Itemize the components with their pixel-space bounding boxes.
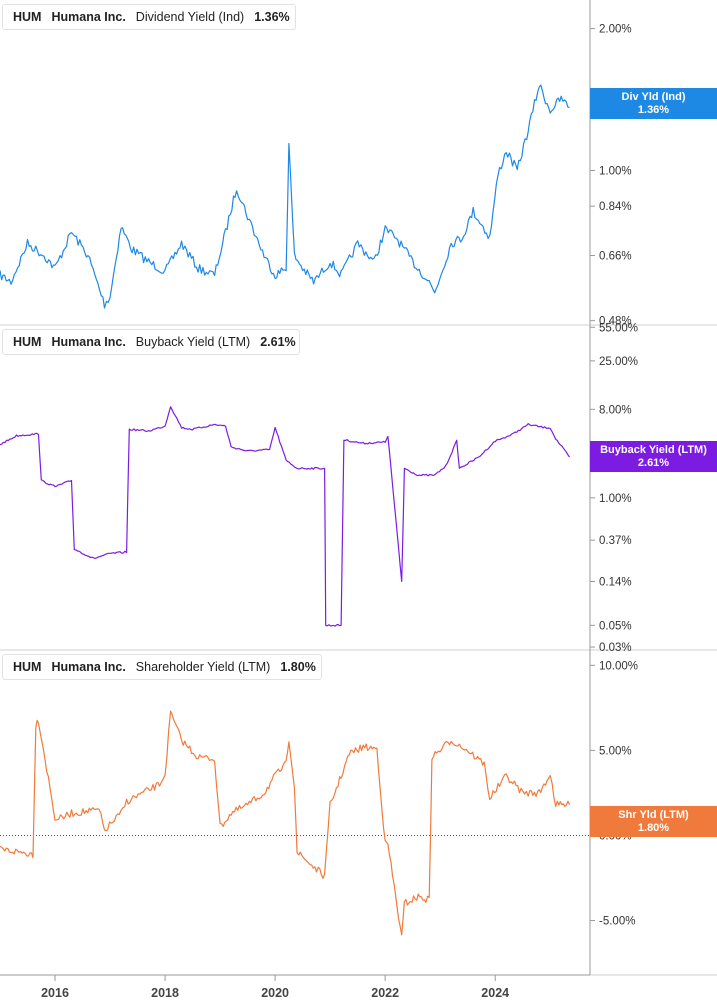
x-tick-label: 2024 bbox=[481, 986, 509, 1000]
y-tick-label: 1.00% bbox=[599, 165, 632, 177]
legend-company: Humana Inc. bbox=[51, 10, 126, 24]
x-tick-label: 2022 bbox=[371, 986, 399, 1000]
legend-metric: Shareholder Yield (LTM) bbox=[135, 660, 271, 674]
y-tick-label: 5.00% bbox=[599, 745, 632, 757]
legend-value: 1.36% bbox=[254, 10, 290, 24]
legend-value: 2.61% bbox=[260, 335, 296, 349]
legend-value: 1.80% bbox=[280, 660, 316, 674]
y-tick-label: 0.37% bbox=[599, 535, 632, 547]
y-tick-label: 25.00% bbox=[599, 356, 638, 368]
y-tick-label: 0.66% bbox=[599, 251, 632, 263]
flag-label: Shr Yld (LTM) bbox=[618, 809, 689, 821]
y-tick-label: -5.00% bbox=[599, 916, 635, 928]
legend-metric: Buyback Yield (LTM) bbox=[135, 335, 251, 349]
legend-metric: Dividend Yield (Ind) bbox=[135, 10, 245, 24]
y-tick-label: 2.00% bbox=[599, 24, 632, 36]
flag-label: Div Yld (Ind) bbox=[621, 91, 686, 103]
legend-symbol: HUM bbox=[13, 10, 42, 24]
legend-symbol: HUM bbox=[13, 660, 42, 674]
legend-shareholder-yield[interactable]: HUM Humana Inc. Shareholder Yield (LTM) … bbox=[2, 654, 322, 680]
last-value-flag-buyback: Buyback Yield (LTM) 2.61% bbox=[590, 441, 717, 472]
legend-dividend-yield[interactable]: HUM Humana Inc. Dividend Yield (Ind) 1.3… bbox=[2, 4, 296, 30]
flag-value: 1.80% bbox=[637, 821, 670, 834]
last-value-flag-shareholder: Shr Yld (LTM) 1.80% bbox=[590, 806, 717, 837]
flag-value: 2.61% bbox=[637, 456, 670, 469]
y-tick-label: 0.48% bbox=[599, 316, 632, 328]
y-tick-label: 0.03% bbox=[599, 642, 632, 654]
y-tick-label: 1.00% bbox=[599, 493, 632, 505]
y-tick-label: 0.05% bbox=[599, 620, 632, 632]
last-value-flag-dividend: Div Yld (Ind) 1.36% bbox=[590, 88, 717, 119]
y-tick-label: 10.00% bbox=[599, 660, 638, 672]
flag-value: 1.36% bbox=[637, 103, 670, 116]
x-tick-label: 2018 bbox=[151, 986, 179, 1000]
x-tick-label: 2016 bbox=[41, 986, 69, 1000]
series-line-dividend[interactable] bbox=[0, 84, 570, 309]
y-tick-label: 55.00% bbox=[599, 322, 638, 334]
legend-symbol: HUM bbox=[13, 335, 42, 349]
y-tick-label: 8.00% bbox=[599, 404, 632, 416]
legend-company: Humana Inc. bbox=[51, 660, 126, 674]
y-tick-label: 0.84% bbox=[599, 201, 632, 213]
series-line-shareholder[interactable] bbox=[0, 710, 571, 936]
legend-buyback-yield[interactable]: HUM Humana Inc. Buyback Yield (LTM) 2.61… bbox=[2, 329, 300, 355]
series-line-buyback[interactable] bbox=[0, 406, 570, 627]
flag-label: Buyback Yield (LTM) bbox=[600, 444, 707, 456]
x-tick-label: 2020 bbox=[261, 986, 289, 1000]
legend-company: Humana Inc. bbox=[51, 335, 126, 349]
y-tick-label: 0.14% bbox=[599, 576, 632, 588]
